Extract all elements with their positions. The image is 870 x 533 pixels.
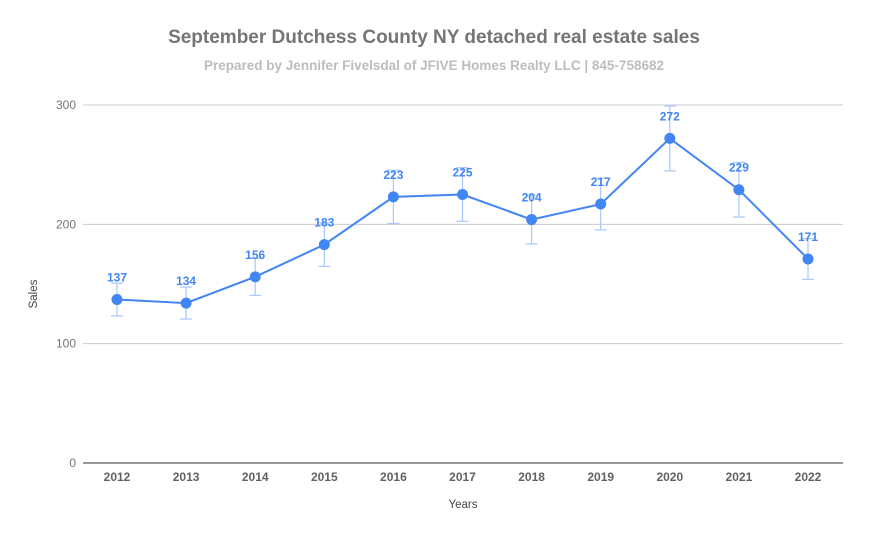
x-tick-label: 2021 — [726, 470, 753, 484]
data-point[interactable] — [595, 198, 607, 210]
data-label: 229 — [729, 161, 749, 175]
data-point[interactable] — [180, 297, 192, 309]
data-label: 272 — [660, 109, 680, 123]
x-tick-label: 2020 — [656, 470, 683, 484]
data-label: 134 — [176, 274, 196, 288]
y-axis-ticks: 0 100 200 300 — [56, 98, 76, 470]
x-tick-label: 2022 — [795, 470, 822, 484]
x-tick-label: 2014 — [242, 470, 269, 484]
x-tick-label: 2019 — [587, 470, 614, 484]
y-tick-label: 300 — [56, 98, 76, 112]
data-label: 223 — [383, 168, 403, 182]
data-label: 156 — [245, 248, 265, 262]
gridlines — [83, 104, 843, 464]
y-tick-label: 200 — [56, 217, 76, 231]
data-label: 171 — [798, 230, 818, 244]
data-point[interactable] — [249, 271, 261, 283]
x-tick-label: 2018 — [518, 470, 545, 484]
data-point[interactable] — [733, 184, 745, 196]
y-tick-label: 0 — [69, 456, 76, 470]
x-axis-ticks: 2012 2013 2014 2015 2016 2017 2018 2019 2020 2021… — [104, 470, 822, 484]
chart-title: September Dutchess County NY detached re… — [168, 27, 700, 48]
data-label: 183 — [314, 216, 334, 230]
data-point[interactable] — [664, 132, 676, 144]
x-tick-label: 2017 — [449, 470, 476, 484]
data-point[interactable] — [802, 253, 814, 265]
data-labels: 137 134 156 183 223 225 204 217 272 229 171 — [107, 109, 818, 288]
error-bars — [111, 105, 814, 320]
chart-subtitle: Prepared by Jennifer Fivelsdal of JFIVE … — [204, 58, 664, 73]
series-sales — [111, 132, 814, 309]
x-tick-label: 2016 — [380, 470, 407, 484]
data-point[interactable] — [526, 214, 538, 226]
y-tick-label: 100 — [56, 337, 76, 351]
data-point[interactable] — [318, 239, 330, 251]
y-axis-title: Sales — [28, 279, 40, 308]
x-tick-label: 2012 — [104, 470, 131, 484]
x-tick-label: 2013 — [173, 470, 200, 484]
data-point[interactable] — [111, 294, 123, 306]
x-tick-label: 2015 — [311, 470, 338, 484]
x-axis-title: Years — [449, 499, 478, 511]
data-point[interactable] — [387, 191, 399, 203]
data-label: 137 — [107, 271, 127, 285]
data-label: 217 — [591, 175, 611, 189]
data-point[interactable] — [457, 189, 468, 200]
data-label: 225 — [452, 166, 472, 180]
data-label: 204 — [522, 191, 542, 205]
